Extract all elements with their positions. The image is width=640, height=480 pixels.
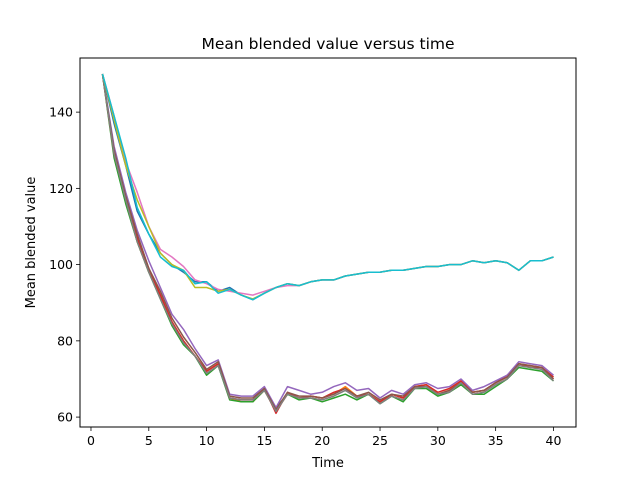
series-line-10 <box>101 73 554 301</box>
y-axis-ticks: 60 80 100 120 140 <box>49 105 80 425</box>
x-tick-label: 5 <box>145 433 153 448</box>
x-tick-label: 0 <box>87 433 95 448</box>
x-tick-label: 20 <box>314 433 330 448</box>
y-tick-label: 140 <box>49 105 73 120</box>
y-tick-label: 60 <box>57 410 73 425</box>
x-axis-ticks: 0 5 10 15 20 25 30 35 40 <box>87 427 561 448</box>
y-axis-label: Mean blended value <box>24 177 39 309</box>
x-tick-label: 30 <box>430 433 446 448</box>
plot-frame <box>79 57 577 428</box>
x-tick-label: 15 <box>256 433 272 448</box>
series-line-6 <box>101 73 555 411</box>
x-axis-label: Time <box>311 456 344 471</box>
x-tick-label: 35 <box>488 433 504 448</box>
y-tick-label: 100 <box>49 257 73 272</box>
chart-title: Mean blended value versus time <box>201 35 454 53</box>
series-line-3 <box>101 73 554 409</box>
series-line-8 <box>101 73 555 413</box>
x-tick-label: 10 <box>199 433 215 448</box>
x-tick-label: 40 <box>546 433 562 448</box>
series-line-5 <box>101 73 554 409</box>
y-tick-label: 120 <box>49 181 73 196</box>
series-lines <box>101 73 555 415</box>
x-tick-label: 25 <box>372 433 388 448</box>
y-tick-label: 80 <box>57 333 73 348</box>
